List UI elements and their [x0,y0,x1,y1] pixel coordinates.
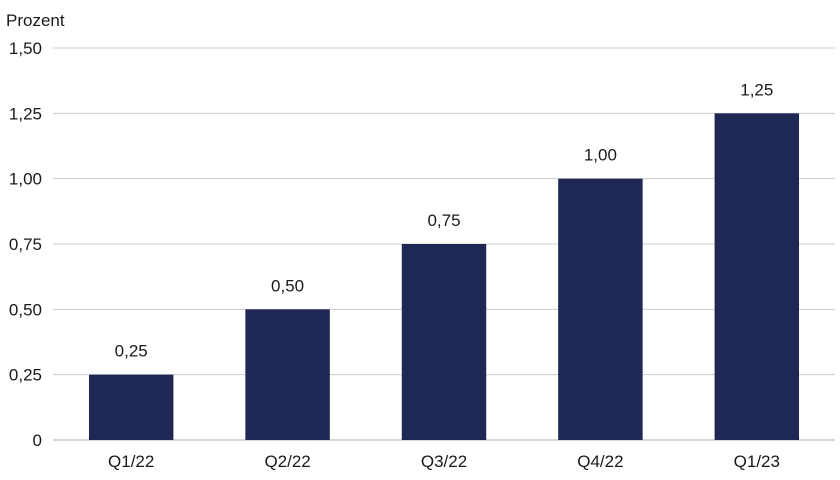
x-tick-label: Q1/22 [108,452,154,471]
bar [558,178,643,440]
bar-value-label: 0,50 [271,276,304,295]
x-tick-label: Q4/22 [577,452,623,471]
bar [88,374,174,440]
y-tick-label: 1,25 [9,104,42,123]
gridlines [53,47,835,441]
bar-value-label: 0,75 [427,211,460,230]
x-axis-ticks: Q1/22 Q2/22 Q3/22 Q4/22 Q1/23 [108,452,780,471]
y-tick-label: 0 [33,431,42,450]
y-tick-label: 1,00 [9,170,42,189]
y-axis-unit-label: Prozent [6,11,65,30]
bar-value-label: 0,25 [115,342,148,361]
bar-value-label: 1,25 [740,80,773,99]
y-tick-label: 0,25 [9,366,42,385]
y-axis-ticks: 0 0,25 0,50 0,75 1,00 1,25 1,50 [9,39,42,450]
x-tick-label: Q1/23 [734,452,780,471]
bar-value-label: 1,00 [584,146,617,165]
bar [401,244,487,440]
y-tick-label: 0,75 [9,235,42,254]
x-tick-label: Q2/22 [264,452,310,471]
y-tick-label: 1,50 [9,39,42,58]
y-tick-label: 0,50 [9,300,42,319]
bars [88,113,800,440]
x-tick-label: Q3/22 [421,452,467,471]
bar [245,309,330,440]
bar [714,113,800,440]
data-labels: 0,25 0,50 0,75 1,00 1,25 [115,80,774,360]
